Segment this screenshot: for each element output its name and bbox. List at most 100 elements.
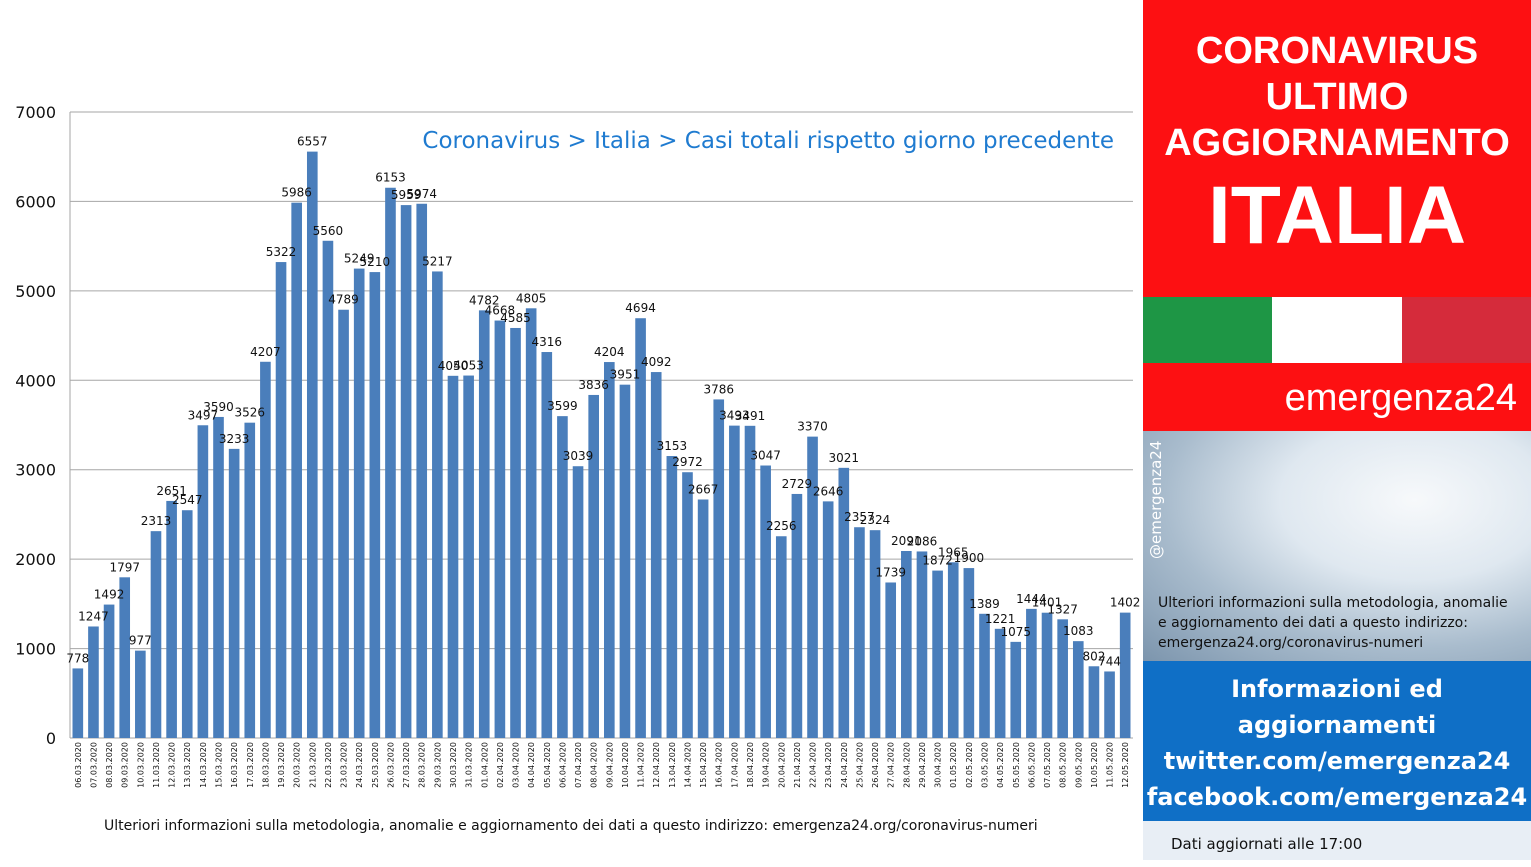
data-label: 3836 bbox=[578, 378, 609, 392]
data-label: 4207 bbox=[250, 345, 281, 359]
headline-line-2: ULTIMO bbox=[1265, 76, 1409, 118]
data-label: 3047 bbox=[750, 449, 781, 463]
data-label: 5974 bbox=[406, 187, 437, 201]
bar bbox=[729, 425, 740, 738]
x-tick-label: 12.03.2020 bbox=[168, 742, 177, 788]
headline-country: ITALIA bbox=[1207, 170, 1467, 261]
y-tick-label: 3000 bbox=[15, 461, 56, 480]
x-tick-label: 07.03.2020 bbox=[89, 742, 98, 788]
bar bbox=[322, 240, 334, 738]
x-tick-label: 30.03.2020 bbox=[449, 742, 458, 788]
data-label: 1739 bbox=[875, 565, 906, 579]
bar bbox=[635, 318, 646, 738]
x-tick-label: 10.05.2020 bbox=[1090, 742, 1099, 788]
x-tick-label: 11.05.2020 bbox=[1106, 742, 1115, 788]
data-label: 4789 bbox=[328, 293, 359, 307]
chart-title: Coronavirus > Italia > Casi totali rispe… bbox=[422, 128, 1114, 154]
data-label: 2086 bbox=[907, 534, 938, 548]
data-label: 4585 bbox=[500, 311, 531, 325]
x-tick-label: 04.04.2020 bbox=[527, 742, 536, 788]
x-tick-label: 30.04.2020 bbox=[934, 742, 943, 788]
data-label: 1083 bbox=[1063, 624, 1094, 638]
x-tick-label: 12.05.2020 bbox=[1121, 742, 1130, 788]
bar bbox=[275, 262, 287, 738]
social-line-2: aggiornamenti bbox=[1237, 711, 1437, 739]
bar bbox=[650, 372, 662, 738]
x-tick-label: 13.04.2020 bbox=[668, 742, 677, 788]
bar bbox=[1119, 612, 1131, 738]
data-label: 2313 bbox=[141, 514, 172, 528]
x-tick-label: 05.04.2020 bbox=[543, 742, 552, 788]
chart-area: 0 1000 2000 3000 4000 5000 6000 7000 778 1247 149… bbox=[15, 103, 1140, 834]
info-panel: CORONAVIRUS ULTIMO AGGIORNAMENTO ITALIA … bbox=[1143, 0, 1531, 860]
bar bbox=[88, 626, 99, 738]
data-label: 1221 bbox=[985, 612, 1016, 626]
x-tick-label: 16.04.2020 bbox=[715, 742, 724, 788]
bar bbox=[588, 394, 599, 738]
x-tick-label: 21.03.2020 bbox=[308, 742, 317, 788]
data-label: 1900 bbox=[954, 551, 985, 565]
x-tick-label: 06.03.2020 bbox=[74, 742, 83, 788]
info-line-1: Ulteriori informazioni sulla metodologia… bbox=[1158, 595, 1508, 611]
bar-chart: 0 1000 2000 3000 4000 5000 6000 7000 778 1247 149… bbox=[15, 103, 1140, 788]
bar bbox=[1088, 666, 1100, 738]
data-label: 1247 bbox=[78, 609, 109, 623]
x-tick-label: 03.04.2020 bbox=[512, 742, 521, 788]
data-label: 4805 bbox=[516, 291, 547, 305]
bar bbox=[1026, 608, 1037, 738]
data-label: 4694 bbox=[625, 301, 656, 315]
y-tick-label: 6000 bbox=[15, 192, 56, 211]
bar bbox=[213, 416, 224, 738]
y-axis-ticks: 0 1000 2000 3000 4000 5000 6000 7000 bbox=[15, 103, 56, 748]
bar bbox=[619, 384, 631, 738]
bar bbox=[135, 650, 146, 738]
bar bbox=[1041, 612, 1053, 738]
x-tick-label: 06.05.2020 bbox=[1027, 742, 1036, 788]
x-tick-label: 15.03.2020 bbox=[215, 742, 224, 788]
x-axis-ticks: 06.03.2020 07.03.2020 08.03.2020 09.03.2020… bbox=[74, 742, 1130, 788]
italian-flag bbox=[1143, 297, 1531, 363]
flag-white-stripe bbox=[1272, 297, 1402, 363]
bar bbox=[353, 268, 365, 738]
x-tick-label: 24.03.2020 bbox=[355, 742, 364, 788]
data-label: 5986 bbox=[281, 186, 312, 200]
data-label: 1401 bbox=[1032, 596, 1063, 610]
bar bbox=[72, 668, 84, 738]
bar bbox=[979, 613, 990, 738]
x-tick-label: 01.04.2020 bbox=[480, 742, 489, 788]
x-tick-label: 18.03.2020 bbox=[261, 742, 270, 788]
y-tick-label: 4000 bbox=[15, 371, 56, 390]
x-tick-label: 23.04.2020 bbox=[824, 742, 833, 788]
x-tick-label: 18.04.2020 bbox=[746, 742, 755, 788]
bar bbox=[119, 577, 131, 738]
x-tick-label: 14.03.2020 bbox=[199, 742, 208, 788]
data-label: 744 bbox=[1098, 654, 1121, 668]
bar bbox=[994, 628, 1006, 738]
x-tick-label: 02.04.2020 bbox=[496, 742, 505, 788]
bar bbox=[385, 187, 396, 739]
data-label: 3599 bbox=[547, 399, 578, 413]
bar bbox=[666, 456, 678, 738]
x-tick-label: 11.04.2020 bbox=[637, 742, 646, 788]
info-line-3: emergenza24.org/coronavirus-numeri bbox=[1158, 635, 1424, 651]
data-label: 3039 bbox=[563, 449, 594, 463]
bar bbox=[744, 425, 756, 738]
data-label: 1075 bbox=[1000, 625, 1031, 639]
bar bbox=[400, 205, 412, 738]
bar bbox=[885, 582, 897, 738]
bar bbox=[103, 604, 115, 738]
bar bbox=[228, 448, 240, 738]
bar bbox=[150, 531, 162, 738]
twitter-link[interactable]: twitter.com/emergenza24 bbox=[1163, 747, 1511, 775]
social-handle: @emergenza24 bbox=[1147, 440, 1165, 559]
bar bbox=[478, 310, 490, 738]
headline-line-1: CORONAVIRUS bbox=[1195, 30, 1479, 72]
facebook-link[interactable]: facebook.com/emergenza24 bbox=[1146, 783, 1528, 811]
bar bbox=[166, 500, 177, 738]
x-tick-label: 09.05.2020 bbox=[1074, 742, 1083, 788]
x-tick-label: 02.05.2020 bbox=[965, 742, 974, 788]
data-label: 2324 bbox=[860, 513, 891, 527]
data-label: 1797 bbox=[109, 560, 140, 574]
bar bbox=[557, 416, 568, 738]
bars bbox=[72, 151, 1131, 739]
